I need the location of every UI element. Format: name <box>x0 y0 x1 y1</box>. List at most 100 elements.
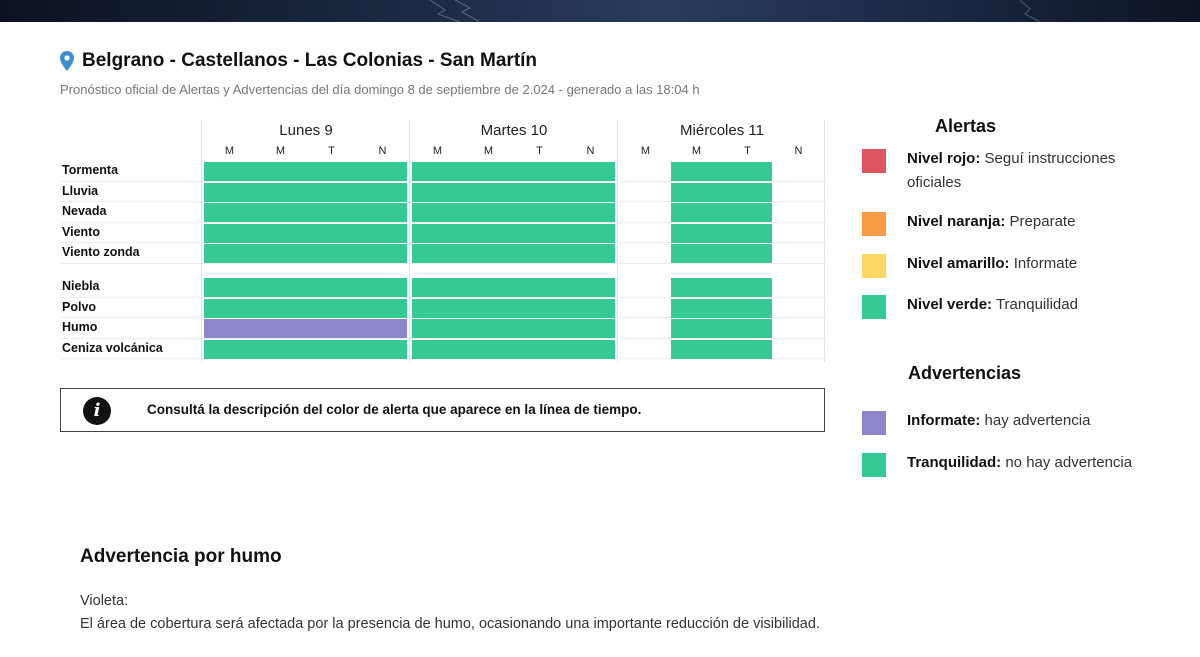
row-label: Viento <box>62 224 100 239</box>
slot-label: M <box>691 145 702 157</box>
legend-level-name: Informate: <box>907 412 981 429</box>
timeline-cell-verde <box>204 244 255 263</box>
timeline-cell-verde <box>722 182 772 202</box>
day-header: Lunes 9 <box>279 122 333 139</box>
slot-label: M <box>483 145 494 157</box>
timeline-cell-violeta <box>357 319 407 338</box>
timeline-cell-verde <box>255 298 306 318</box>
timeline-cell-verde <box>306 162 357 181</box>
timeline-cell-verde <box>306 339 357 359</box>
timeline-cell-verde <box>514 162 565 181</box>
timeline-cell-verde <box>412 298 463 318</box>
timeline-cell-verde <box>255 244 306 263</box>
timeline-cell-verde <box>204 278 255 297</box>
timeline-cell-verde <box>565 203 615 222</box>
timeline-cell-verde <box>671 339 722 359</box>
map-pin-icon <box>60 51 74 71</box>
timeline-cell-verde <box>255 203 306 222</box>
timeline-cell-verde <box>671 298 722 318</box>
timeline-cell-verde <box>255 182 306 202</box>
timeline-cell-verde <box>671 278 722 297</box>
row-label: Polvo <box>62 299 97 314</box>
timeline-cell-verde <box>722 223 772 243</box>
legend-text: Nivel rojo: Seguí instrucciones oficiale… <box>907 147 1137 195</box>
timeline-cell-verde <box>357 339 407 359</box>
legend-level-desc: no hay advertencia <box>1001 454 1133 471</box>
timeline-cell-verde <box>514 244 565 263</box>
legend-level-name: Nivel naranja: <box>907 213 1006 230</box>
day-header: Martes 10 <box>480 122 548 139</box>
timeline-cell-verde <box>722 203 772 222</box>
timeline-cell-verde <box>463 339 514 359</box>
timeline-cell-verde <box>412 203 463 222</box>
info-icon: i <box>83 397 111 425</box>
timeline-cell-verde <box>204 182 255 202</box>
legend-advertencias-title: Advertencias <box>908 363 1022 383</box>
day-header: Miércoles 11 <box>680 122 764 139</box>
timeline-cell-verde <box>514 278 565 297</box>
legend-text: Informate: hay advertencia <box>907 409 1137 433</box>
timeline-cell-verde <box>463 298 514 318</box>
info-notice: i Consultá la descripción del color de a… <box>60 388 825 432</box>
timeline-cell-verde <box>463 203 514 222</box>
alert-timeline: Lunes 9 M M T N Martes 10 M M T N Miércoles 11 M M T N… <box>60 120 826 362</box>
timeline-cell-verde <box>463 223 514 243</box>
grid-hline <box>60 317 826 318</box>
row-label: Lluvia <box>62 183 99 198</box>
legend-level-desc: Informate <box>1009 255 1078 272</box>
grid-hline <box>60 201 826 202</box>
forecast-subtitle: Pronóstico oficial de Alertas y Adverten… <box>60 82 700 97</box>
grid-vline <box>409 120 410 362</box>
timeline-cell-verde <box>514 298 565 318</box>
legend-text: Tranquilidad: no hay advertencia <box>907 451 1137 475</box>
timeline-cell-verde <box>306 278 357 297</box>
row-label: Nevada <box>62 204 107 218</box>
timeline-cell-verde <box>412 182 463 202</box>
slot-label: M <box>224 145 235 157</box>
timeline-cell-verde <box>412 162 463 181</box>
timeline-cell-verde <box>412 244 463 263</box>
grid-hline <box>60 337 826 339</box>
color-swatch <box>862 212 886 236</box>
timeline-cell-verde <box>255 339 306 359</box>
timeline-cell-verde <box>412 339 463 359</box>
timeline-cell-verde <box>357 203 407 222</box>
grid-hline <box>60 262 826 264</box>
grid-vline <box>824 120 825 362</box>
warning-title: Advertencia por humo <box>80 546 282 567</box>
legend-text: Nivel amarillo: Informate <box>907 252 1137 276</box>
timeline-cell-verde <box>722 319 772 338</box>
timeline-cell-verde <box>565 339 615 359</box>
timeline-cell-verde <box>722 339 772 359</box>
slot-label: T <box>536 145 543 157</box>
timeline-cell-verde <box>565 244 615 263</box>
timeline-cell-verde <box>463 162 514 181</box>
legend-text: Nivel naranja: Preparate <box>907 210 1137 234</box>
timeline-cell-verde <box>565 223 615 243</box>
timeline-cell-verde <box>204 339 255 359</box>
timeline-cell-verde <box>255 162 306 181</box>
grid-hline <box>60 180 826 182</box>
timeline-cell-verde <box>671 223 722 243</box>
header-banner <box>0 0 1200 22</box>
timeline-cell-verde <box>463 278 514 297</box>
timeline-cell-verde <box>357 278 407 297</box>
timeline-cell-verde <box>412 278 463 297</box>
legend-level-desc: Tranquilidad <box>992 296 1078 313</box>
legend-level-desc: Preparate <box>1005 213 1076 230</box>
grid-hline <box>60 296 826 298</box>
lightning-decoration <box>429 0 1041 22</box>
legend-level-name: Nivel verde: <box>907 296 993 313</box>
info-text: Consultá la descripción del color de ale… <box>147 402 642 417</box>
timeline-cell-verde <box>671 182 722 202</box>
timeline-cell-verde <box>671 244 722 263</box>
legend-level-name: Tranquilidad: <box>907 454 1002 471</box>
timeline-cell-violeta <box>306 319 357 338</box>
grid-hline <box>60 358 826 359</box>
timeline-cell-verde <box>514 182 565 202</box>
timeline-cell-verde <box>306 244 357 263</box>
slot-label: M <box>275 145 286 157</box>
timeline-cell-verde <box>357 182 407 202</box>
timeline-cell-verde <box>671 162 722 181</box>
timeline-cell-verde <box>306 203 357 222</box>
